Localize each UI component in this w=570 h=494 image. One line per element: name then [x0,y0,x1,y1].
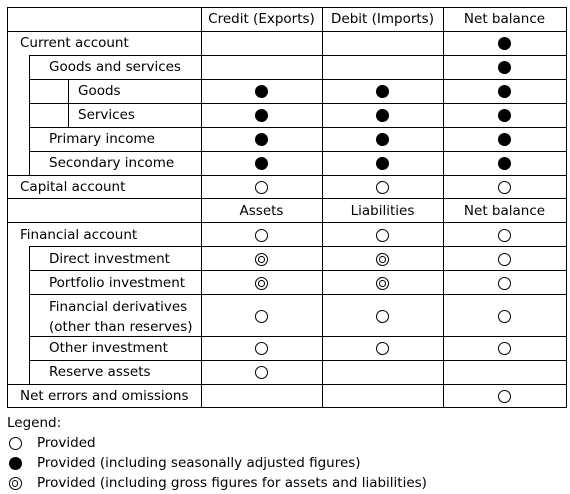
mark-open-other-investment-col3 [498,342,511,355]
mark-filled-primary-income-col1 [255,133,268,146]
mark-double-direct-investment-col2 [376,253,389,266]
mark-open-reserve-assets-col1 [255,366,268,379]
mark-open-financial-derivatives-col2 [376,309,389,323]
mark-filled-services-col3 [498,109,511,122]
mark-filled-current-account-col3 [498,37,511,50]
mark-filled-primary-income-col2 [376,133,389,146]
row-label-current-account: Current account [20,35,129,51]
column-header-net-balance-financial: Net balance [463,203,546,219]
mark-open-capital-account-col3 [498,181,511,194]
table-rule [29,360,567,361]
row-label-portfolio-investment: Portfolio investment [49,275,186,291]
row-label-direct-investment: Direct investment [49,251,170,267]
table-rule [322,7,323,408]
mark-filled-goods-col1 [255,85,268,98]
table-rule [29,55,567,56]
column-header-debit: Debit (Imports) [331,11,434,27]
mark-filled-services-col2 [376,109,389,122]
mark-open-net-errors-and-omissions-col3 [498,390,511,403]
mark-open-direct-investment-col3 [498,253,511,266]
mark-open-financial-derivatives-col1 [255,309,268,323]
legend-item-text: Provided (including gross figures for as… [37,475,427,491]
row-label-financial-derivatives-line2: (other than reserves) [49,319,193,335]
table-rule [29,336,567,337]
mark-open-capital-account-col1 [255,181,268,194]
mark-filled-goods-col3 [498,85,511,98]
row-label-reserve-assets: Reserve assets [49,364,151,380]
table-rule [7,175,567,176]
table-rule [68,79,69,128]
table-rule [201,7,202,408]
mark-filled-primary-income-col3 [498,133,511,146]
legend-marker-filled [8,457,22,470]
table-rule [68,103,567,104]
table-rule [29,55,30,176]
mark-filled-goods-col2 [376,85,389,98]
mark-open-other-investment-col1 [255,342,268,355]
column-header-credit: Credit (Exports) [208,11,315,27]
legend-item-text: Provided [37,435,96,451]
row-label-financial-account: Financial account [20,227,138,243]
table-rule [443,7,444,408]
column-header-liabilities: Liabilities [350,203,415,219]
table-rule [29,246,567,247]
table-rule [68,127,567,128]
legend-marker-double [8,477,22,490]
table-rule [29,270,567,271]
mark-double-portfolio-investment-col1 [255,277,268,290]
mark-open-financial-account-col2 [376,229,389,242]
row-label-goods-and-services: Goods and services [49,59,181,75]
table-rule [566,7,567,408]
mark-filled-secondary-income-col2 [376,157,389,170]
table-rule [29,151,567,152]
table-rule [7,31,567,32]
mark-open-other-investment-col2 [376,342,389,355]
legend-item-text: Provided (including seasonally adjusted … [37,455,361,471]
column-header-assets: Assets [239,203,284,219]
mark-open-capital-account-col2 [376,181,389,194]
mark-filled-goods-and-services-col3 [498,61,511,74]
row-label-other-investment: Other investment [49,340,168,356]
mark-open-financial-derivatives-col3 [498,309,511,323]
mark-open-financial-account-col3 [498,229,511,242]
row-label-secondary-income: Secondary income [49,155,175,171]
row-label-net-errors-and-omissions: Net errors and omissions [20,388,189,404]
mark-open-portfolio-investment-col3 [498,277,511,290]
mark-double-direct-investment-col1 [255,253,268,266]
legend-title: Legend: [7,415,62,431]
table-rule [29,294,567,295]
mark-filled-secondary-income-col1 [255,157,268,170]
mark-open-financial-account-col1 [255,229,268,242]
row-label-primary-income: Primary income [49,131,155,147]
legend-marker-open [8,437,22,450]
row-label-services: Services [78,107,135,123]
table-rule [7,384,567,385]
column-header-net-balance: Net balance [463,11,546,27]
table-rule [68,79,567,80]
table-rule [7,222,567,223]
table-rule [7,198,567,199]
table-rule [7,407,567,408]
table-rule [29,246,30,385]
table-rule [7,7,8,408]
row-label-financial-derivatives: Financial derivatives [49,299,188,315]
mark-filled-secondary-income-col3 [498,157,511,170]
mark-filled-services-col1 [255,109,268,122]
row-label-goods: Goods [78,83,121,99]
table-rule [7,7,567,8]
mark-double-portfolio-investment-col2 [376,277,389,290]
row-label-capital-account: Capital account [20,179,126,195]
